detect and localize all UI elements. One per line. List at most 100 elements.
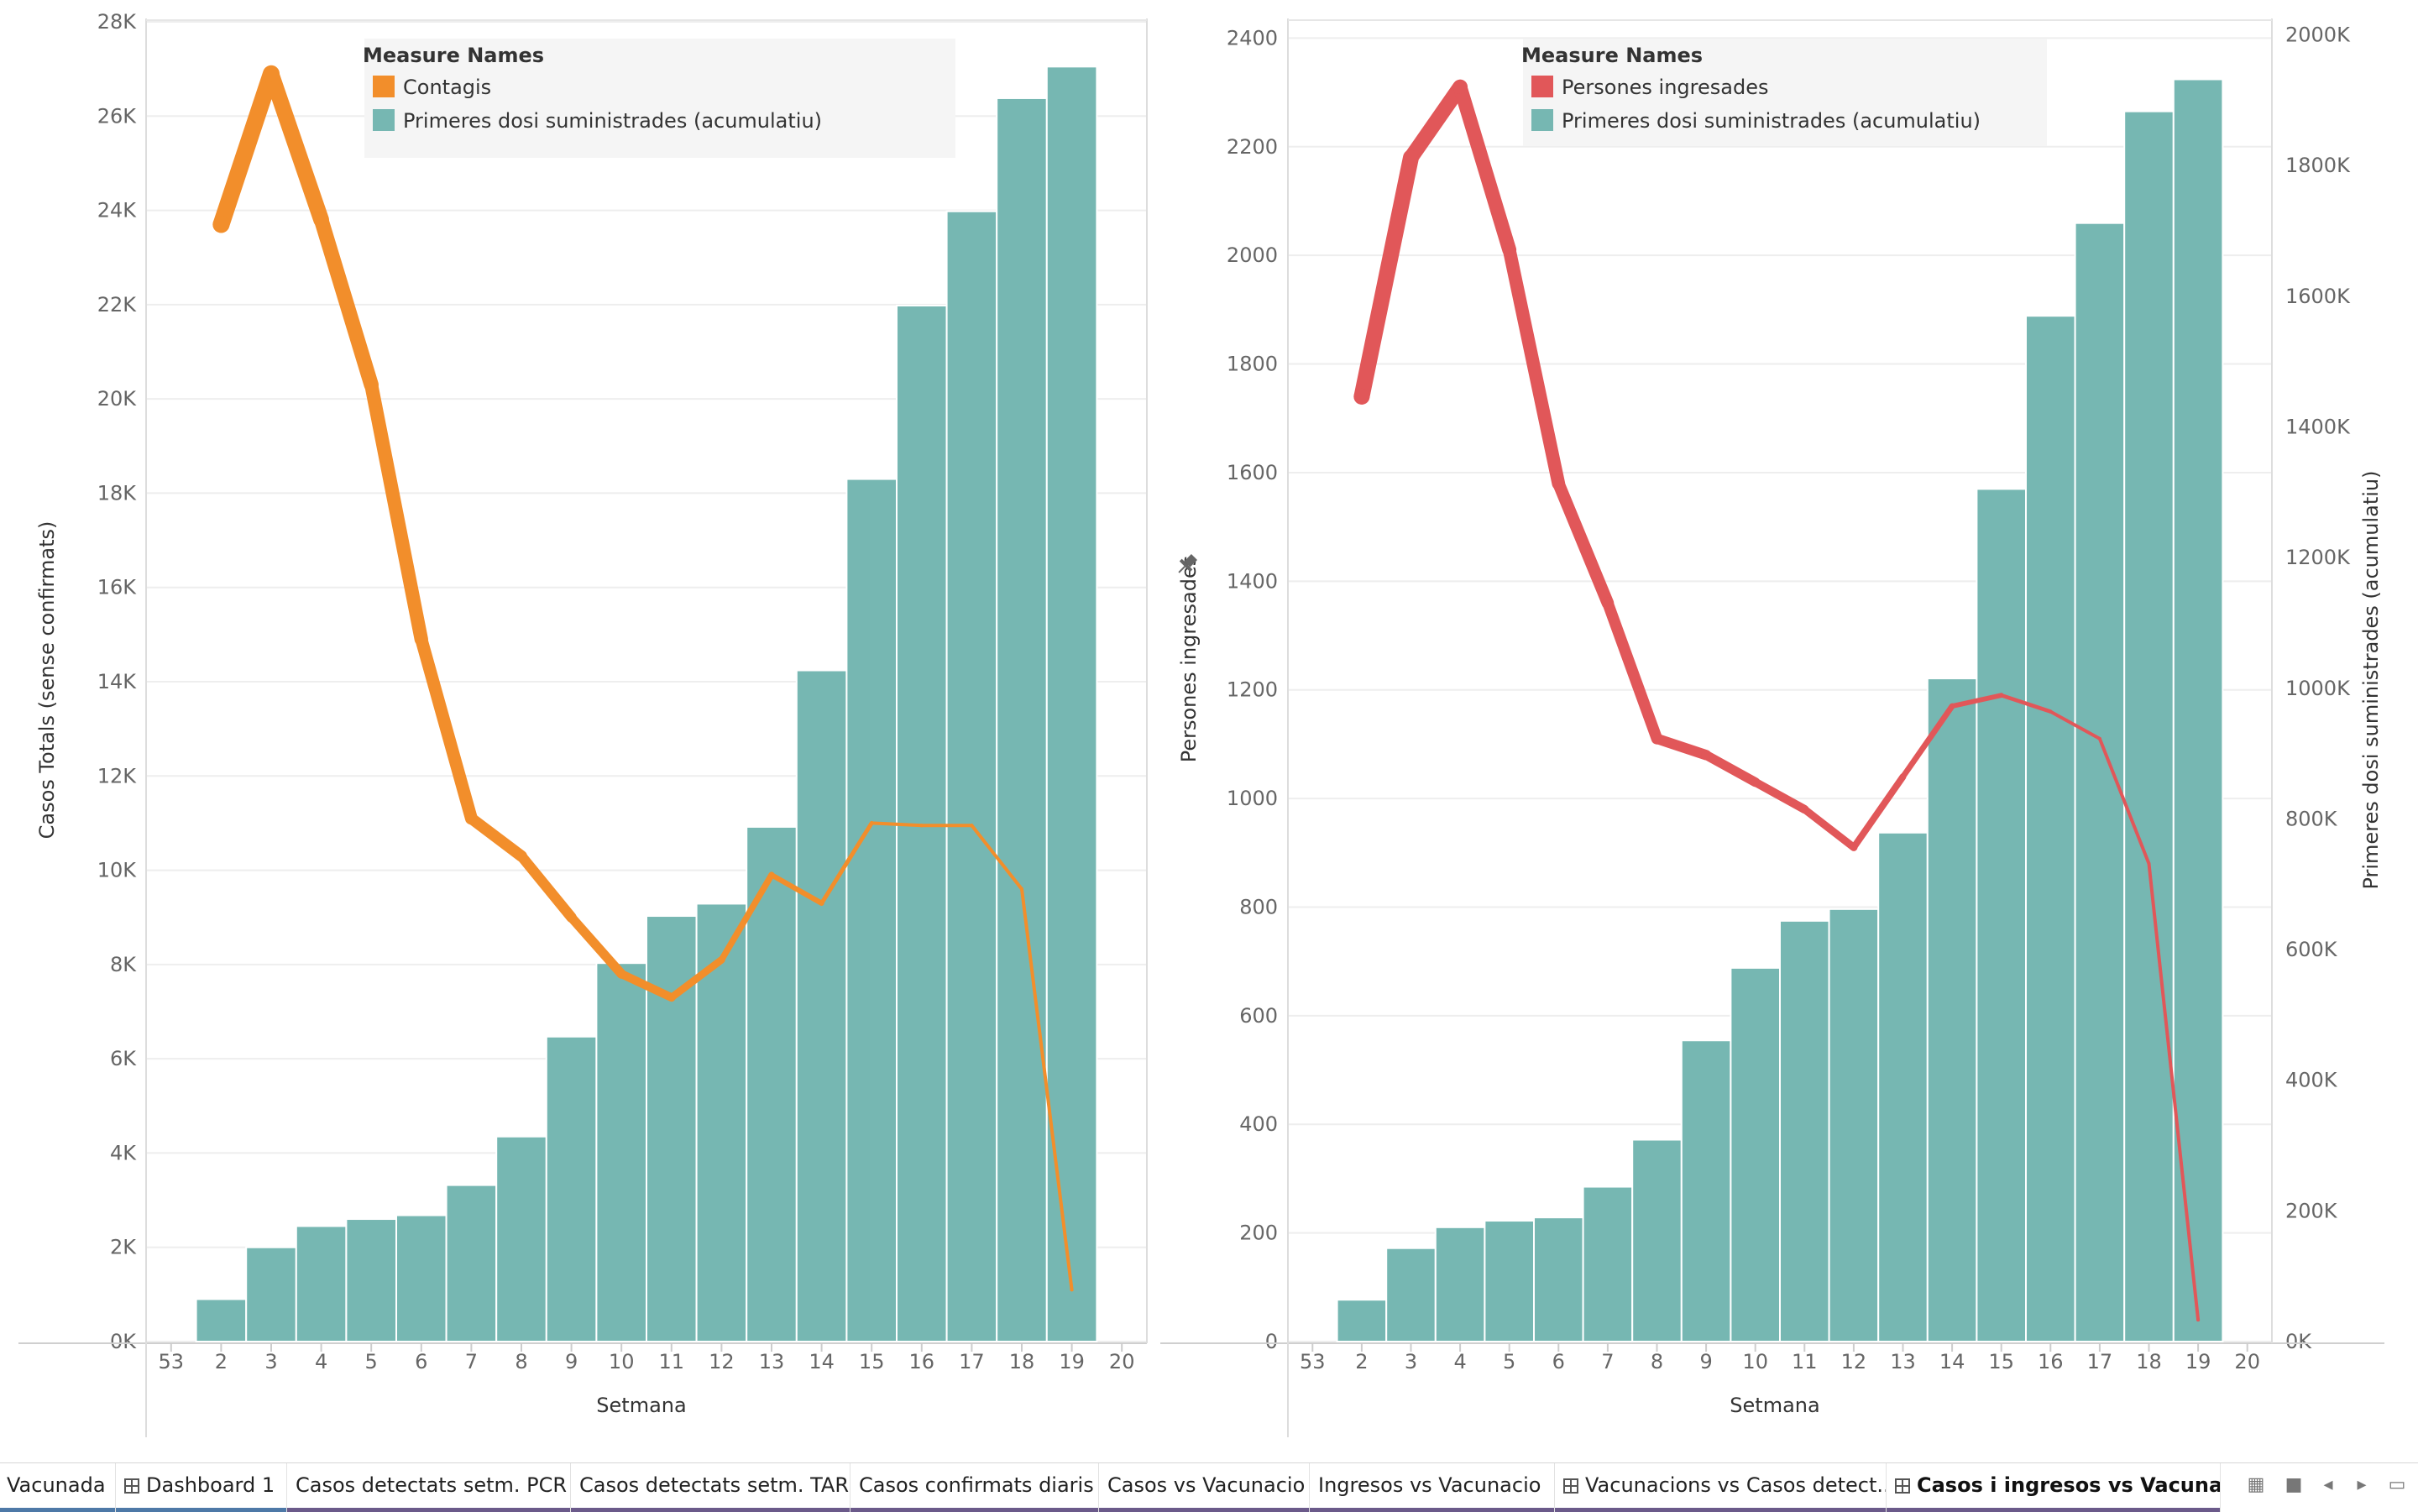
legend-item-label[interactable]: Primeres dosi suministrades (acumulatiu) xyxy=(403,109,822,133)
filmstrip-icon[interactable]: ▦ xyxy=(2247,1474,2265,1495)
bar-week-6[interactable] xyxy=(1533,1216,1584,1343)
line-segment[interactable] xyxy=(870,821,924,828)
line-segment[interactable] xyxy=(1850,773,1907,851)
line-point-week-2[interactable] xyxy=(1353,388,1370,405)
bar-week-4[interactable] xyxy=(1434,1226,1486,1343)
bar-week-8[interactable] xyxy=(495,1135,547,1342)
line-point-week-14[interactable] xyxy=(1950,704,1955,709)
line-segment[interactable] xyxy=(1900,703,1955,780)
sheet-tab-1[interactable]: Vacunada xyxy=(0,1463,116,1512)
line-point-week-13[interactable] xyxy=(768,872,775,878)
bar-week-16[interactable] xyxy=(2025,315,2076,1343)
bar-week-14[interactable] xyxy=(1926,678,1978,1342)
line-point-week-7[interactable] xyxy=(465,812,478,824)
line-segment[interactable] xyxy=(617,970,676,1002)
line-point-week-9[interactable] xyxy=(1701,750,1711,760)
line-segment[interactable] xyxy=(718,871,775,963)
line-point-week-6[interactable] xyxy=(1552,477,1565,490)
bar-week-18[interactable] xyxy=(2123,110,2175,1342)
sheet-tab-5[interactable]: Casos confirmats diaris xyxy=(850,1463,1099,1512)
bar-week-7[interactable] xyxy=(445,1184,498,1342)
line-point-week-3[interactable] xyxy=(1403,149,1419,165)
bar-week-4[interactable] xyxy=(295,1225,348,1342)
line-segment[interactable] xyxy=(364,378,428,646)
pin-icon[interactable] xyxy=(1174,552,1200,578)
line-point-week-15[interactable] xyxy=(1999,693,2004,698)
single-sheet-icon[interactable]: ■ xyxy=(2285,1474,2303,1495)
line-point-week-19[interactable] xyxy=(2196,1318,2201,1322)
sheet-tab-9[interactable]: Casos i ingresos vs Vacunació xyxy=(1887,1463,2221,1512)
line-point-week-4[interactable] xyxy=(1452,80,1468,95)
line-point-week-8[interactable] xyxy=(1651,733,1662,745)
bar-week-9[interactable] xyxy=(545,1035,598,1343)
bar-week-5[interactable] xyxy=(1484,1220,1536,1342)
line-point-week-12[interactable] xyxy=(718,956,725,963)
line-segment[interactable] xyxy=(1552,477,1615,610)
line-point-week-13[interactable] xyxy=(1900,773,1906,780)
legend-swatch[interactable] xyxy=(1531,76,1553,97)
bar-week-19[interactable] xyxy=(1045,65,1098,1343)
line-point-week-5[interactable] xyxy=(364,378,379,392)
line-segment[interactable] xyxy=(1353,149,1419,405)
line-segment[interactable] xyxy=(768,872,824,906)
legend-swatch[interactable] xyxy=(373,109,395,131)
line-segment[interactable] xyxy=(566,913,626,979)
line-segment[interactable] xyxy=(1701,750,1761,787)
line-point-week-16[interactable] xyxy=(919,824,924,828)
line-segment[interactable] xyxy=(1999,693,2053,714)
bar-week-14[interactable] xyxy=(795,669,848,1342)
presentation-mode-icon[interactable]: ▭ xyxy=(2388,1474,2406,1495)
line-point-week-5[interactable] xyxy=(1502,243,1516,257)
bar-week-13[interactable] xyxy=(1877,831,1929,1342)
line-segment[interactable] xyxy=(1452,80,1517,258)
sheet-tab-3[interactable]: Casos detectats setm. PCR xyxy=(287,1463,571,1512)
sheet-tab-8[interactable]: Vacunacions vs Casos detect... xyxy=(1555,1463,1887,1512)
line-point-week-10[interactable] xyxy=(617,970,626,979)
line-segment[interactable] xyxy=(1403,79,1468,165)
bar-week-12[interactable] xyxy=(1828,908,1880,1342)
prev-sheet-icon[interactable]: ◂ xyxy=(2323,1474,2333,1495)
sheet-tab-7[interactable]: Ingresos vs Vacunacio xyxy=(1310,1463,1555,1512)
bar-week-10[interactable] xyxy=(1730,966,1781,1342)
bar-week-18[interactable] xyxy=(996,97,1048,1343)
line-segment[interactable] xyxy=(465,812,527,862)
bar-week-10[interactable] xyxy=(595,962,648,1342)
line-segment[interactable] xyxy=(1502,243,1566,490)
line-segment[interactable] xyxy=(1602,597,1663,745)
line-segment[interactable] xyxy=(1020,887,1074,1292)
bar-week-2[interactable] xyxy=(195,1298,248,1343)
legend-item-label[interactable]: Primeres dosi suministrades (acumulatiu) xyxy=(1562,109,1981,133)
line-point-week-17[interactable] xyxy=(2097,736,2101,740)
line-segment[interactable] xyxy=(313,212,379,393)
legend-swatch[interactable] xyxy=(1531,109,1553,131)
line-point-week-12[interactable] xyxy=(1850,844,1857,851)
legend-item-label[interactable]: Contagis xyxy=(403,76,491,99)
next-sheet-icon[interactable]: ▸ xyxy=(2357,1474,2367,1495)
sheet-tab-2[interactable]: Dashboard 1 xyxy=(116,1463,287,1512)
line-point-week-6[interactable] xyxy=(415,632,428,646)
line-point-week-14[interactable] xyxy=(819,901,824,906)
line-point-week-17[interactable] xyxy=(970,824,974,828)
bar-week-11[interactable] xyxy=(1779,919,1830,1343)
line-point-week-9[interactable] xyxy=(566,913,577,923)
line-point-week-8[interactable] xyxy=(516,850,527,861)
line-segment[interactable] xyxy=(263,65,329,228)
line-segment[interactable] xyxy=(1950,693,2004,709)
legend-item-label[interactable]: Persones ingresades xyxy=(1562,76,1768,99)
bar-week-3[interactable] xyxy=(245,1246,297,1342)
line-point-week-15[interactable] xyxy=(870,821,874,825)
bar-week-8[interactable] xyxy=(1631,1138,1683,1342)
line-segment[interactable] xyxy=(1800,805,1858,851)
line-point-week-7[interactable] xyxy=(1602,597,1614,609)
line-segment[interactable] xyxy=(516,850,577,923)
line-segment[interactable] xyxy=(1651,733,1712,761)
bar-week-13[interactable] xyxy=(746,825,798,1342)
bar-week-15[interactable] xyxy=(845,478,898,1342)
line-segment[interactable] xyxy=(212,65,280,233)
line-point-week-11[interactable] xyxy=(1800,805,1808,814)
bar-week-5[interactable] xyxy=(345,1218,397,1342)
line-point-week-11[interactable] xyxy=(667,993,676,1002)
line-segment[interactable] xyxy=(2049,709,2101,740)
line-point-week-2[interactable] xyxy=(212,216,230,233)
bar-week-2[interactable] xyxy=(1336,1299,1388,1343)
